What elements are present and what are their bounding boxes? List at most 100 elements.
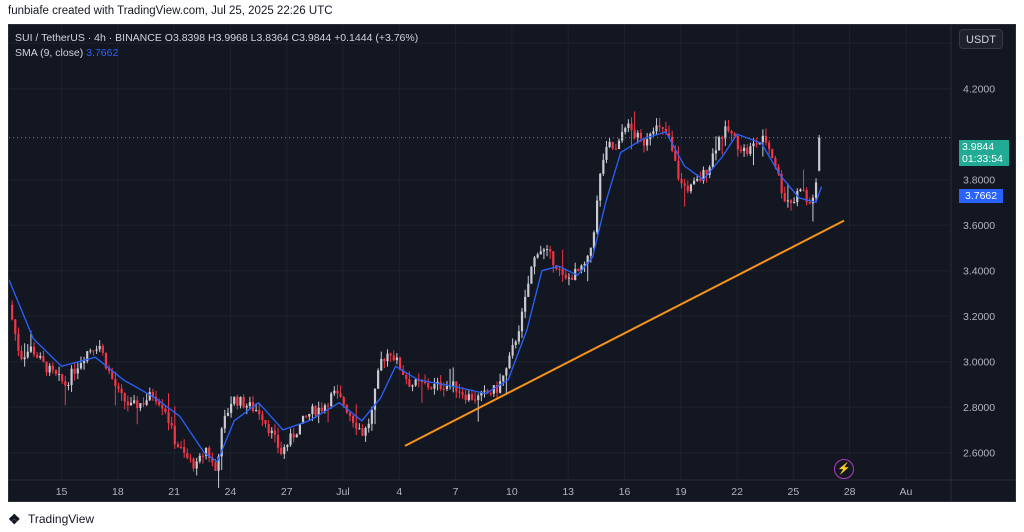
candle-body [305, 415, 308, 417]
attribution-caption: funbiafe created with TradingView.com, J… [8, 5, 333, 17]
candle-body [699, 178, 702, 181]
candle-body [680, 178, 683, 184]
candle-body [558, 269, 561, 271]
candle-body [292, 433, 295, 438]
candle-body [189, 458, 192, 460]
candle-body [264, 420, 267, 425]
candle-body [148, 392, 151, 401]
candle-body [211, 458, 214, 463]
candle-body [289, 433, 292, 445]
candle-body [333, 390, 336, 394]
sma-indicator-label[interactable]: SMA (9, close) [15, 47, 84, 59]
candle-body [192, 458, 195, 469]
candle-body [595, 200, 599, 233]
candle-body [351, 415, 355, 423]
sma-indicator-value: 3.7662 [86, 47, 119, 59]
candle-body [661, 127, 664, 129]
candle-body [761, 135, 764, 143]
x-tick-label: 28 [844, 486, 856, 498]
candle-body [70, 368, 73, 385]
candle-body [461, 392, 464, 395]
candle-body [280, 447, 283, 454]
grid-layer [9, 25, 1015, 501]
candle-body [258, 410, 261, 415]
candle-body [724, 126, 727, 139]
candle-body [39, 356, 42, 358]
candle-body [151, 392, 154, 397]
candle-body [530, 266, 533, 284]
candle-body [811, 197, 815, 204]
time-axis: 15 18 21 24 27 Jul 4 7 10 13 16 19 22 25 28 Au [56, 486, 913, 498]
candle-body [621, 131, 624, 141]
candle-body [552, 251, 555, 266]
last-price-value: 3.9844 [962, 141, 995, 153]
candle-body [223, 415, 226, 429]
candle-body [358, 428, 361, 430]
candle-body [692, 180, 696, 185]
price-chart-svg[interactable]: 4.40004.20003.80003.60003.40003.20003.00… [9, 25, 1016, 502]
candle-body [639, 132, 642, 138]
tradingview-logo-icon[interactable]: ❖ [8, 511, 21, 527]
candle-body [567, 277, 571, 279]
candle-body [627, 123, 630, 129]
candle-body [295, 434, 298, 438]
sma-line [9, 131, 823, 463]
candle-body [101, 345, 104, 353]
symbol-label[interactable]: SUI / TetherUS · 4h · BINANCE [15, 32, 162, 44]
candle-body [408, 379, 411, 387]
candle-body [142, 403, 145, 405]
candle-body [92, 350, 95, 352]
candle-body [82, 361, 86, 364]
candle-body [768, 142, 771, 150]
candle-body [383, 358, 386, 362]
candle-body [630, 123, 633, 131]
candle-body [577, 269, 580, 272]
high-value: 3.9968 [215, 32, 248, 44]
candle-body [389, 353, 392, 356]
candle-body [492, 385, 495, 394]
candle-body [505, 368, 508, 376]
candle-body [495, 385, 499, 393]
candle-body [57, 374, 61, 376]
candle-body [511, 344, 514, 356]
candle-body [61, 374, 64, 382]
candle-body [17, 333, 20, 351]
candle-body [214, 462, 217, 471]
candle-body [583, 263, 586, 266]
y-tick-label: 3.8000 [963, 175, 995, 187]
candle-body [633, 130, 636, 138]
footer-brand[interactable]: TradingView [28, 512, 95, 526]
candle-body [549, 249, 552, 252]
candle-body [805, 190, 808, 203]
chart-area[interactable]: 4.40004.20003.80003.60003.40003.20003.00… [8, 24, 1016, 502]
candle-body [517, 331, 520, 342]
candle-body [686, 185, 689, 192]
candle-body [301, 415, 305, 424]
candle-body [361, 428, 364, 436]
x-tick-label: 21 [168, 486, 180, 498]
candle-body [652, 131, 655, 134]
candle-body [721, 137, 724, 139]
candle-body [233, 396, 236, 404]
currency-button[interactable]: USDT [959, 29, 1003, 49]
candle-body [51, 365, 54, 371]
y-tick-label: 3.0000 [963, 357, 995, 369]
candle-body [502, 375, 505, 382]
candle-body [405, 375, 408, 380]
candle-body [714, 150, 718, 154]
candle-body [95, 349, 98, 351]
bar-countdown: 01:33:54 [962, 153, 1003, 165]
lightning-icon[interactable]: ⚡ [834, 459, 854, 479]
candle-body [126, 401, 129, 406]
candle-body [36, 354, 39, 358]
candle-body [439, 381, 442, 389]
candle-body [245, 406, 248, 408]
sma-row: SMA (9, close) 3.7662 [15, 46, 418, 61]
candle-body [117, 386, 120, 389]
candle-body [786, 200, 789, 202]
candle-body [777, 167, 780, 175]
candle-body [283, 447, 286, 454]
candle-body [108, 368, 111, 372]
change-value: +0.1444 (+3.76%) [334, 32, 419, 44]
candle-body [589, 247, 592, 256]
